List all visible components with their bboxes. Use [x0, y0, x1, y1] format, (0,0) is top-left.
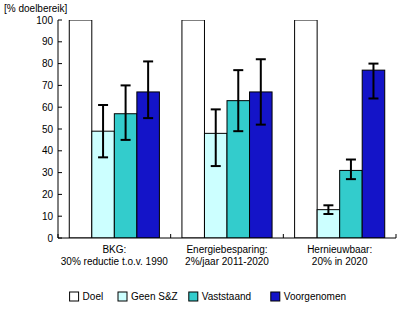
error-line	[350, 160, 352, 180]
error-cap	[323, 204, 333, 206]
y-tick-label: 70	[42, 80, 54, 91]
legend-swatch	[118, 292, 127, 301]
error-cap	[211, 108, 221, 110]
y-tick	[58, 216, 62, 217]
error-line	[237, 70, 239, 131]
error-line	[215, 109, 217, 166]
error-cap	[233, 69, 243, 71]
y-ticks: 0 10 20 30 40 50 60 70 80 90 100	[36, 15, 62, 244]
error-line	[260, 59, 262, 124]
error-line	[372, 64, 374, 99]
y-tick-label: 50	[42, 124, 54, 135]
x-tick-label: BKG:30% reductie t.o.v. 1990	[61, 244, 169, 267]
y-axis	[58, 20, 59, 238]
legend: Doel Geen S&Z Vaststaand Voorgenomen	[70, 291, 346, 302]
legend-swatch	[271, 292, 280, 301]
error-bar	[98, 105, 108, 157]
legend-label: Geen S&Z	[131, 291, 178, 302]
bars	[69, 20, 384, 238]
error-bar	[368, 64, 378, 99]
error-bar	[121, 85, 131, 139]
bar	[69, 20, 92, 238]
chart: [% doelbereik] 0 10 20 30 40 50 60 70 80 90 100 BKG:…	[0, 0, 408, 322]
error-line	[102, 105, 104, 157]
error-cap	[143, 60, 153, 62]
error-cap	[368, 63, 378, 65]
y-tick-label: 90	[42, 36, 54, 47]
y-tick	[58, 107, 62, 108]
y-tick	[58, 172, 62, 173]
error-cap	[346, 159, 356, 161]
legend-label: Voorgenomen	[284, 291, 346, 302]
error-cap	[98, 104, 108, 106]
label-line: Hernieuwbaar:	[307, 244, 372, 255]
y-axis-label: [% doelbereik]	[4, 3, 68, 14]
error-cap	[143, 117, 153, 119]
error-cap	[323, 213, 333, 215]
y-tick-label: 80	[42, 58, 54, 69]
error-cap	[211, 165, 221, 167]
legend-label: Doel	[83, 291, 104, 302]
error-line	[147, 61, 149, 118]
y-tick-label: 0	[47, 233, 53, 244]
x-axis	[58, 238, 396, 239]
bar	[295, 20, 318, 238]
legend-label: Vaststaand	[202, 291, 251, 302]
y-tick-label: 60	[42, 102, 54, 113]
y-tick	[58, 194, 62, 195]
y-tick	[58, 85, 62, 86]
label-line: 2%/jaar 2011-2020	[185, 256, 269, 267]
legend-swatch	[70, 292, 79, 301]
page: {"chart_data": { "type": "bar", "y_label…	[0, 0, 408, 322]
y-tick-label: 40	[42, 145, 54, 156]
error-bar	[233, 70, 243, 131]
y-tick-label: 30	[42, 167, 54, 178]
error-cap	[98, 156, 108, 158]
error-cap	[256, 58, 266, 60]
x-tick	[396, 234, 397, 238]
y-tick	[58, 20, 62, 21]
y-tick-label: 100	[36, 15, 53, 26]
x-tick	[170, 234, 171, 238]
error-cap	[121, 139, 131, 141]
x-tick-label: Hernieuwbaar:20% in 2020	[307, 244, 372, 267]
y-tick-label: 10	[42, 211, 54, 222]
label-line: 30% reductie t.o.v. 1990	[61, 256, 169, 267]
error-bar	[346, 160, 356, 180]
label-line: Energiebesparing:	[186, 244, 267, 255]
y-tick	[58, 41, 62, 42]
y-tick-label: 20	[42, 189, 54, 200]
error-bar	[211, 109, 221, 166]
x-tick-label: Energiebesparing:2%/jaar 2011-2020	[185, 244, 269, 267]
error-line	[125, 85, 127, 139]
error-bar	[256, 59, 266, 124]
y-tick	[58, 63, 62, 64]
y-tick	[58, 129, 62, 130]
error-cap	[121, 84, 131, 86]
legend-swatch	[189, 292, 198, 301]
label-line: 20% in 2020	[312, 256, 368, 267]
bar	[182, 20, 205, 238]
y-tick	[58, 150, 62, 151]
error-cap	[256, 124, 266, 126]
x-tick	[283, 234, 284, 238]
x-tick	[58, 234, 59, 238]
error-line	[327, 205, 329, 214]
error-bar	[323, 205, 333, 214]
error-cap	[368, 97, 378, 99]
error-bar	[143, 61, 153, 118]
label-line: BKG:	[102, 244, 126, 255]
error-cap	[233, 130, 243, 132]
bar	[340, 170, 363, 238]
error-cap	[346, 178, 356, 180]
bar	[317, 210, 340, 238]
